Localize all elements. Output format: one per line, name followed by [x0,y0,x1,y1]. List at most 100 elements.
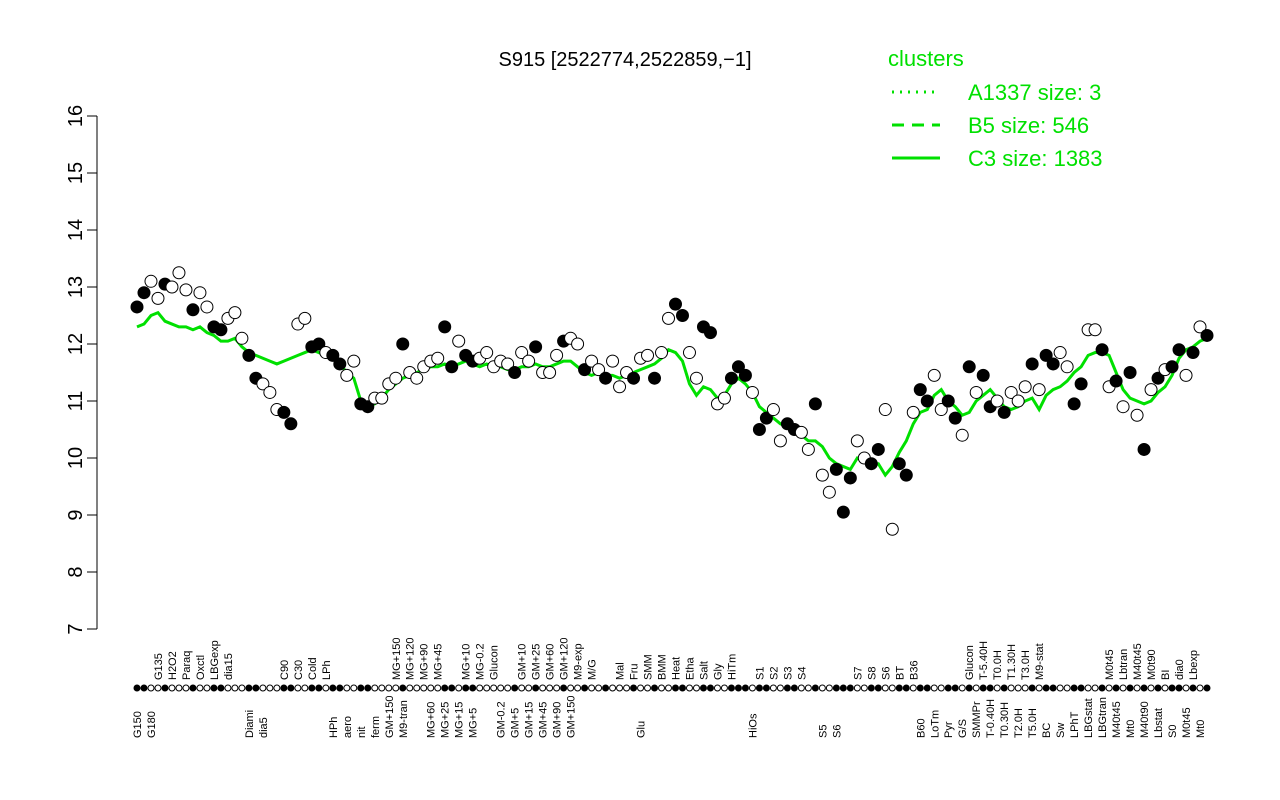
x-tick-label: GM+150 [566,696,578,739]
category-marker [266,684,274,692]
x-tick-label: G180 [146,711,158,738]
x-tick-label: T2.0H [1013,708,1025,738]
category-marker [1007,684,1015,692]
x-tick-label: S6 [880,667,892,680]
data-point [396,337,410,351]
data-point [752,423,766,436]
category-marker [574,684,582,692]
category-marker [616,684,624,692]
category-marker [406,684,414,692]
category-marker [364,684,372,692]
category-marker [699,684,707,692]
category-marker [1140,684,1148,692]
x-tick-label: M40t45 [1111,701,1123,738]
x-tick-label: Lbtran [1118,649,1130,680]
x-tick-label: T5.0H [1027,708,1039,738]
x-tick-label: MG+120 [405,638,417,681]
category-marker [1112,684,1120,692]
category-marker [525,684,533,692]
x-tick-label: Gly [712,663,724,680]
x-tick-label: LBGstat [1083,698,1095,738]
y-tick-label: 7 [65,623,87,634]
data-point [627,371,641,385]
category-marker [678,684,686,692]
category-marker [1196,684,1204,692]
data-point [585,354,599,368]
category-marker [965,684,973,692]
category-marker [210,684,218,692]
category-marker [658,684,666,692]
data-point [228,306,242,320]
x-tick-label: Glucon [489,645,501,680]
x-tick-label: Diami [244,710,256,738]
category-marker [888,684,896,692]
category-marker [350,684,358,692]
x-tick-label: BMM [657,654,669,680]
x-tick-label: M40t45 [1132,643,1144,680]
category-marker [161,684,169,692]
category-marker [469,684,477,692]
category-marker [1035,684,1043,692]
x-tick-label: MG+25 [440,702,452,738]
category-marker [238,684,246,692]
category-marker [916,684,924,692]
x-tick-label: MG+45 [433,644,445,680]
category-marker [790,684,798,692]
data-point [1039,348,1053,362]
data-point [717,391,731,405]
category-marker [189,684,197,692]
data-point [990,394,1004,408]
x-tick-label: Mt0 [1125,720,1137,738]
x-tick-label: B36 [908,660,920,680]
category-marker [944,684,952,692]
data-point [836,505,850,519]
x-tick-label: MG+10 [461,644,473,680]
data-point [997,405,1011,419]
data-point [480,346,494,360]
data-point [592,363,606,377]
x-tick-label: M9-stat [1034,643,1046,680]
category-marker [441,684,449,692]
category-marker [811,684,819,692]
data-point [340,368,354,382]
category-marker [483,684,491,692]
category-marker [1077,684,1085,692]
data-point [613,380,627,394]
data-point [864,457,878,471]
category-marker [951,684,959,692]
data-point [312,337,326,351]
legend-label: A1337 size: 3 [968,80,1101,105]
x-tick-label: M0t90 [1146,649,1158,680]
category-marker [196,684,204,692]
y-tick-label: 9 [65,509,87,520]
category-marker [231,684,239,692]
category-marker [630,684,638,692]
category-marker [923,684,931,692]
x-tick-label: M0t45 [1181,707,1193,738]
x-tick-label: GM+60 [545,644,557,680]
x-tick-label: BT [894,666,906,680]
data-point [1011,394,1025,408]
x-tick-label: MG+150 [391,638,403,681]
data-point [738,368,752,382]
x-tick-label: HiOs [747,713,759,738]
x-tick-label: S3 [782,667,794,680]
data-point [501,357,515,371]
y-tick-label: 11 [65,391,87,412]
x-tick-label: Mal [615,662,627,680]
category-marker [245,684,253,692]
category-marker [706,684,714,692]
x-tick-label: S1 [754,667,766,680]
category-marker [371,684,379,692]
category-marker [399,684,407,692]
category-marker [1070,684,1078,692]
data-point [263,385,277,399]
data-point [515,346,529,360]
x-tick-label: MG+5 [468,708,480,738]
x-tick-label: C90 [279,660,291,680]
category-marker [581,684,589,692]
category-marker [322,684,330,692]
data-point [1151,371,1165,385]
category-marker [378,684,386,692]
data-point [1004,385,1018,399]
